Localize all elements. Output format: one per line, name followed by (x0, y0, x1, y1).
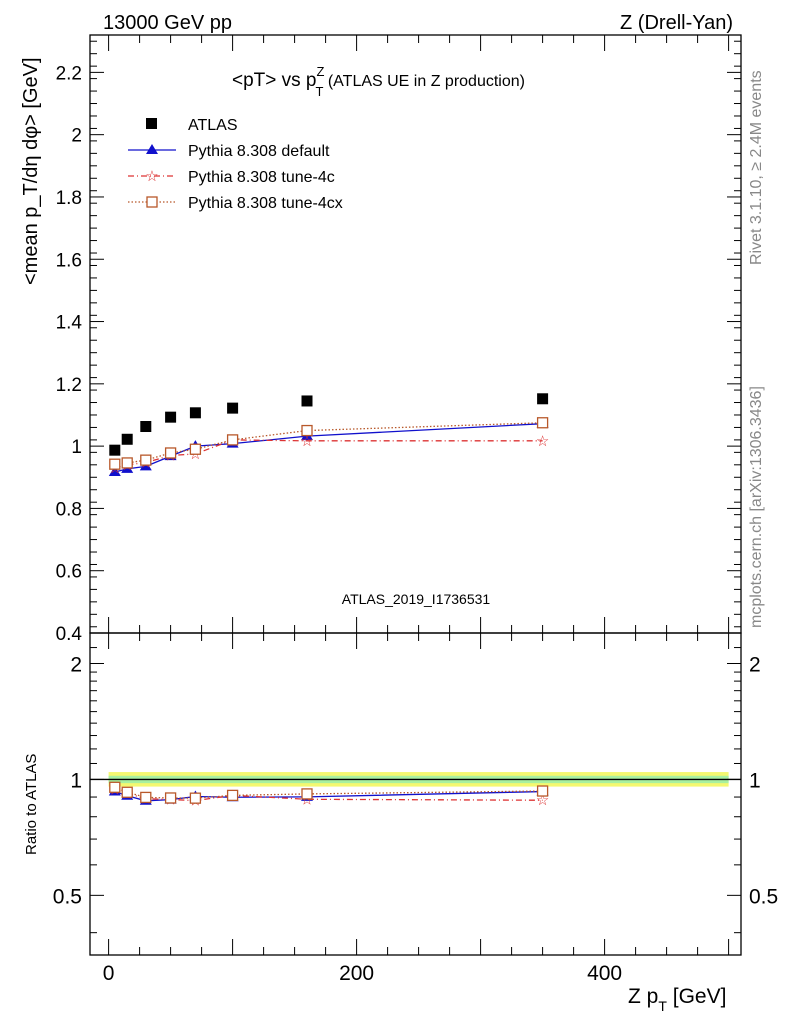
top-series-0-point (140, 421, 152, 433)
ratio-series-3-point (536, 785, 549, 797)
top-series-0-point (121, 433, 133, 445)
x-tick-label: 0 (103, 962, 115, 985)
ratio-tick-label-right: 0.5 (749, 885, 778, 908)
y-tick-label: 1.6 (56, 250, 82, 271)
top-series-0-point (537, 393, 549, 405)
uncertainty-band (90, 772, 741, 787)
y-tick-label: 0.6 (56, 562, 82, 583)
legend-label-tune4cx: Pythia 8.308 tune-4cx (188, 195, 343, 212)
top-series-3-point (164, 447, 177, 459)
legend-label-atlas: ATLAS (188, 117, 238, 134)
title-sup: Z (317, 64, 325, 79)
legend-marker-tune4cx (146, 196, 158, 208)
ratio-series-3-point (189, 792, 202, 804)
top-series-2-point: ☆ (536, 432, 549, 450)
y-tick-label: 1.4 (56, 313, 83, 334)
legend-entry-atlas: ATLAS (146, 117, 238, 134)
y-axis-label-top: <mean p_T/dη dφ> [GeV] (20, 57, 42, 285)
y-axis-label-bottom: Ratio to ATLAS (23, 754, 40, 855)
top-series-1-line (114, 423, 543, 473)
top-series-3-line (114, 422, 543, 465)
legend: ATLAS Pythia 8.308 default ☆ Pythia 8.30… (128, 117, 343, 212)
ratio-tick-label-left: 0.5 (53, 885, 82, 908)
bottom-plot-frame (89, 632, 742, 956)
axis-ticks: 0.4 0.6 0.8 1 1.2 1.4 1.6 1.8 2 2.2 0.5 0.5 1 1 2 2 0 200… (53, 35, 778, 985)
y-tick-label: 1.2 (56, 375, 82, 396)
xlabel-main: Z p (628, 985, 658, 1008)
top-series-0-point (301, 395, 313, 407)
x-axis-label: Z pT [GeV] (628, 985, 726, 1014)
title-tail: (ATLAS UE in Z production) (323, 73, 525, 90)
y-tick-label: 1 (71, 437, 82, 458)
legend-marker-atlas (146, 118, 157, 129)
y-tick-label: 2 (71, 126, 82, 147)
legend-entry-default: Pythia 8.308 default (128, 143, 330, 160)
top-series-2-point: ☆ (300, 432, 313, 450)
ratio-tick-label-left: 2 (70, 653, 82, 676)
ratio-series-3-point (121, 786, 133, 798)
header-left: 13000 GeV pp (103, 12, 232, 34)
legend-label-default: Pythia 8.308 default (188, 143, 330, 160)
ratio-tick-label-left: 1 (70, 769, 82, 792)
xlabel-tail: [GeV] (667, 985, 727, 1008)
title-sub: T (315, 84, 323, 99)
plot-title: <pT> vs pZ T (ATLAS UE in Z production) (232, 64, 525, 99)
ratio-series-3-point (109, 781, 121, 793)
top-series-3-point (121, 457, 133, 469)
analysis-id: ATLAS_2019_I1736531 (342, 591, 491, 607)
x-tick-label: 400 (587, 962, 622, 985)
ratio-series-3-point (301, 788, 313, 800)
top-series-0-point (227, 402, 239, 414)
top-series-3-point (226, 434, 239, 446)
legend-entry-tune4c: ☆ Pythia 8.308 tune-4c (128, 167, 335, 186)
ratio-tick-label-right: 1 (749, 769, 761, 792)
top-series-0-point (165, 411, 177, 423)
legend-marker-tune4c: ☆ (145, 167, 158, 185)
mcplots-text: mcplots.cern.ch [arXiv:1306.3436] (748, 386, 765, 628)
y-tick-label: 1.8 (56, 188, 82, 209)
top-series-3-point (109, 458, 121, 470)
header-right: Z (Drell-Yan) (620, 12, 733, 34)
rivet-version-text: Rivet 3.1.10, ≥ 2.4M events (748, 70, 765, 265)
y-tick-label: 2.2 (56, 63, 82, 84)
top-series-0-point (189, 407, 201, 419)
top-series-2-line (114, 439, 543, 469)
x-tick-label: 200 (339, 962, 374, 985)
ratio-tick-label-right: 2 (749, 653, 761, 676)
top-series-3-point (536, 417, 549, 429)
legend-entry-tune4cx: Pythia 8.308 tune-4cx (128, 195, 343, 212)
top-series-3-point (189, 443, 202, 455)
ratio-series-3-point (140, 791, 152, 804)
ratio-series-3-point (164, 792, 177, 804)
top-series-0-point (109, 444, 121, 456)
top-series-1-point (108, 465, 121, 476)
ratio-series-3-point (226, 789, 239, 802)
data-series: ☆☆☆☆☆☆☆☆☆☆☆☆☆☆☆☆ (108, 393, 549, 810)
xlabel-sub: T (658, 998, 667, 1014)
y-tick-label: 0.4 (56, 624, 83, 645)
y-tick-label: 0.8 (56, 499, 82, 520)
top-series-3-point (301, 424, 313, 437)
top-series-3-point (140, 454, 152, 466)
legend-label-tune4c: Pythia 8.308 tune-4c (188, 169, 335, 186)
title-main: <pT> vs p (232, 70, 317, 91)
axes-frames (89, 34, 742, 956)
legend-marker-default (146, 144, 158, 154)
